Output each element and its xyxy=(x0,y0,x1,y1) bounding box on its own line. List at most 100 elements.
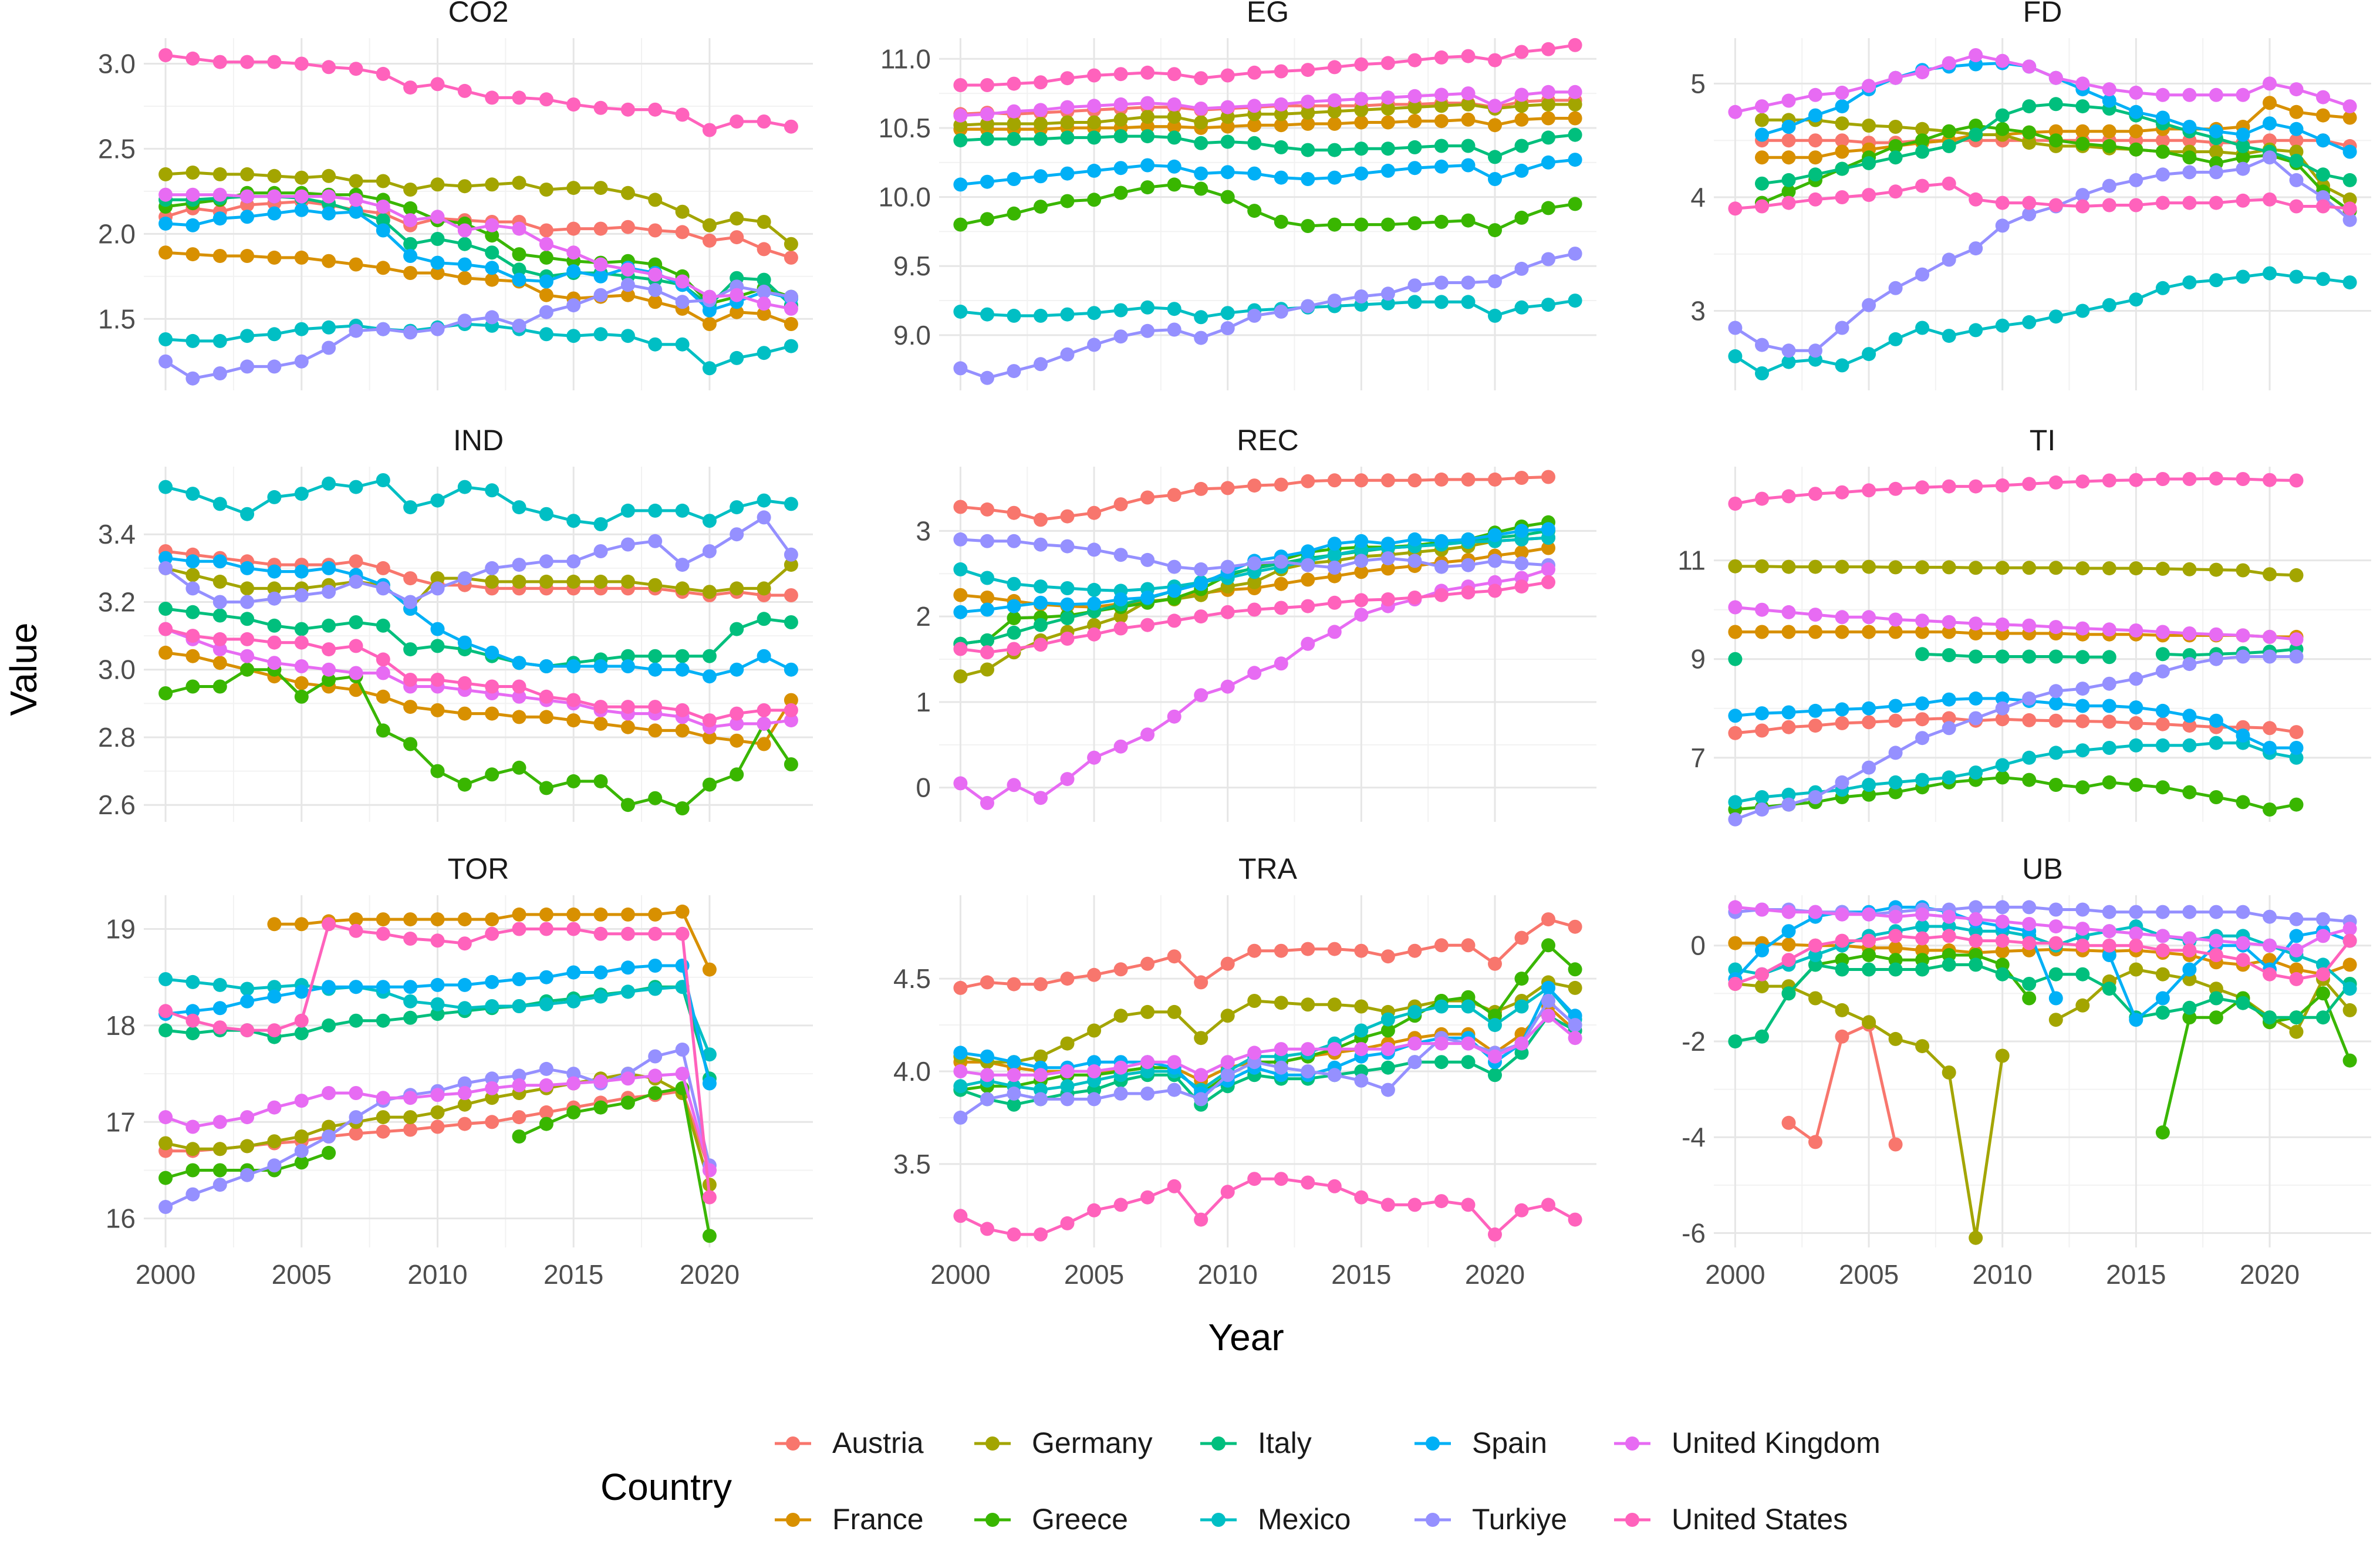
data-point xyxy=(1888,785,1903,800)
data-point xyxy=(1034,977,1048,991)
data-point xyxy=(1728,104,1743,119)
data-point xyxy=(376,66,390,81)
data-point xyxy=(1888,746,1903,760)
data-point xyxy=(212,333,227,348)
x-tick-label-tor: 2000 xyxy=(136,1259,195,1290)
data-point xyxy=(1194,609,1208,624)
data-point xyxy=(185,166,200,180)
data-point xyxy=(512,90,526,105)
data-point xyxy=(539,922,553,936)
data-point xyxy=(376,561,390,575)
data-point xyxy=(1461,999,1476,1014)
data-point xyxy=(1862,907,1876,922)
data-point xyxy=(1568,919,1582,934)
data-point xyxy=(593,700,608,714)
data-point xyxy=(457,936,472,951)
data-point xyxy=(1728,900,1743,915)
data-point xyxy=(1140,65,1155,80)
data-point xyxy=(1488,53,1502,68)
data-point xyxy=(1942,329,1956,343)
data-point xyxy=(1247,943,1262,958)
series-ub-italy xyxy=(1728,957,2357,1048)
data-point xyxy=(980,307,994,322)
data-point xyxy=(953,776,968,791)
data-point xyxy=(1167,322,1181,337)
data-point xyxy=(1915,907,1930,922)
series-ind-france xyxy=(158,645,798,751)
data-point xyxy=(1969,192,1983,207)
data-point xyxy=(512,574,526,589)
data-point xyxy=(1835,559,1849,574)
data-point xyxy=(1060,611,1075,625)
data-point xyxy=(1380,1012,1395,1027)
data-point xyxy=(1194,310,1208,325)
data-point xyxy=(1274,118,1288,133)
panel-title-ti: TI xyxy=(2030,424,2055,457)
data-point xyxy=(2075,76,2090,91)
series-line xyxy=(1735,565,2297,577)
data-point xyxy=(953,118,968,133)
data-point xyxy=(2102,198,2116,213)
data-point xyxy=(403,1091,418,1105)
data-point xyxy=(980,502,994,517)
data-point xyxy=(1407,532,1422,547)
data-point xyxy=(485,974,499,989)
data-point xyxy=(267,250,282,265)
data-point xyxy=(2289,173,2304,187)
data-point xyxy=(158,187,173,202)
data-point xyxy=(593,1100,608,1115)
y-tick-label-eg: 9.5 xyxy=(893,251,931,281)
data-point xyxy=(1140,727,1155,742)
data-point xyxy=(593,181,608,195)
data-point xyxy=(648,982,663,996)
data-point xyxy=(620,960,635,975)
data-point xyxy=(593,257,608,272)
data-point xyxy=(403,642,418,657)
data-point xyxy=(322,662,336,677)
data-point xyxy=(1461,112,1476,127)
series-tra-united-kingdom xyxy=(953,1009,1582,1082)
data-point xyxy=(2048,133,2063,148)
x-tick-label-tra: 2005 xyxy=(1064,1259,1124,1290)
data-point xyxy=(1301,143,1315,157)
series-line xyxy=(960,1014,1576,1107)
data-point xyxy=(185,679,200,694)
data-point xyxy=(1407,1198,1422,1212)
data-point xyxy=(2289,962,2304,977)
data-point xyxy=(620,262,635,277)
data-point xyxy=(294,1144,309,1158)
data-point xyxy=(675,1043,690,1057)
data-point xyxy=(1220,956,1235,971)
data-point xyxy=(1835,144,1849,159)
data-point xyxy=(267,1100,282,1115)
data-point xyxy=(980,174,994,189)
data-point xyxy=(648,267,663,282)
data-point xyxy=(2022,207,2037,221)
data-point xyxy=(376,1091,390,1105)
data-point xyxy=(730,733,744,748)
data-point xyxy=(1007,611,1021,625)
data-point xyxy=(1301,299,1315,313)
data-point xyxy=(2316,167,2330,182)
data-point xyxy=(1488,528,1502,542)
data-point xyxy=(784,693,798,707)
data-point xyxy=(457,1076,472,1091)
y-tick-label-fd: 4 xyxy=(1690,182,1706,213)
data-point xyxy=(2129,716,2143,730)
data-point xyxy=(1728,321,1743,335)
y-tick-label-co2: 1.5 xyxy=(98,303,136,334)
data-point xyxy=(430,1007,445,1021)
data-point xyxy=(980,1049,994,1064)
data-point xyxy=(1915,178,1930,193)
data-point xyxy=(1354,217,1369,232)
data-point xyxy=(1835,1029,1849,1044)
data-point xyxy=(185,629,200,643)
data-point xyxy=(212,1115,227,1129)
data-point xyxy=(1434,999,1449,1014)
data-point xyxy=(240,649,255,663)
data-point xyxy=(1194,576,1208,591)
data-point xyxy=(1755,150,1769,165)
data-point xyxy=(1087,750,1102,765)
